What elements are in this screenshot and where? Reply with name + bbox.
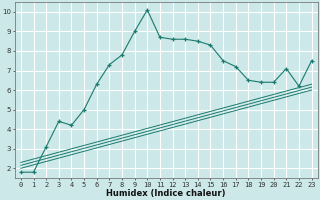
X-axis label: Humidex (Indice chaleur): Humidex (Indice chaleur) <box>107 189 226 198</box>
